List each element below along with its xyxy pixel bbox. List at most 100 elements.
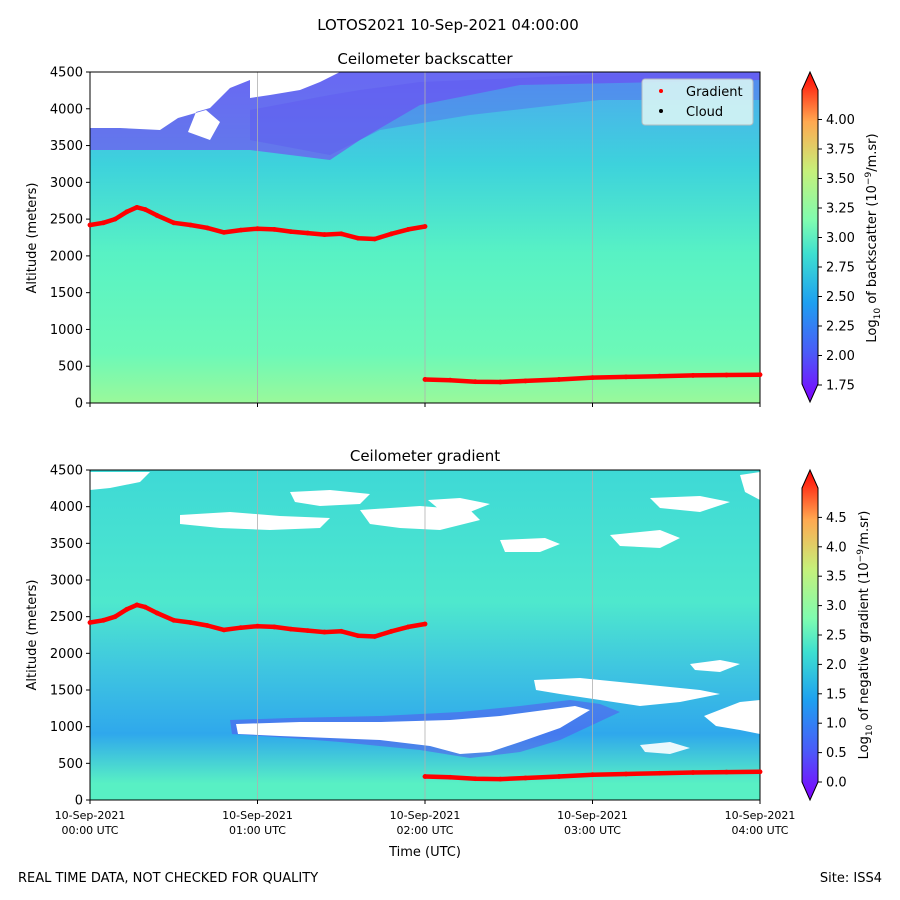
series-gradient-point-1-0 [422, 774, 428, 779]
series-gradient-point-0-10 [221, 229, 227, 235]
cbtick-label-5: 2.5 [826, 629, 847, 644]
series-gradient-point-0-13 [271, 624, 277, 630]
series-gradient-point-1-4 [523, 378, 528, 384]
series-gradient-point-1-7 [623, 771, 629, 777]
cbtick-label-0: 0.0 [826, 776, 847, 791]
cbtick-label-6: 3.25 [826, 202, 855, 217]
panel1-series [87, 204, 763, 385]
series-gradient-point-0-15 [305, 628, 311, 633]
series-gradient-point-0-1 [101, 617, 106, 623]
ytick-label-8: 4000 [50, 102, 83, 117]
series-gradient-line-1 [422, 372, 763, 385]
series-gradient-point-0-8 [188, 620, 193, 625]
series-gradient-point-0-4 [134, 602, 140, 608]
series-gradient-point-0-19 [372, 634, 378, 639]
series-gradient-point-1-3 [497, 776, 503, 782]
series-gradient-point-0-6 [154, 213, 160, 218]
series-gradient-point-0-18 [355, 633, 361, 639]
series-gradient-point-0-12 [255, 623, 260, 629]
panel1-x-axis [89, 403, 761, 407]
series-gradient-point-0-9 [204, 225, 210, 231]
series-gradient-line-1 [422, 769, 763, 782]
xtick-label-time-3: 03:00 UTC [564, 824, 621, 837]
figure-title: LOTOS2021 10-Sep-2021 04:00:00 [317, 16, 579, 34]
legend-gradient-label: Gradient [686, 85, 743, 100]
legend-cloud-marker [659, 109, 663, 113]
series-gradient-point-0-10 [221, 627, 227, 633]
cbtick-label-8: 3.75 [826, 143, 855, 158]
cbtick-label-2: 1.0 [826, 717, 847, 732]
series-gradient-point-0-21 [405, 227, 411, 232]
xtick-label-time-4: 04:00 UTC [731, 824, 788, 837]
series-gradient-point-0-21 [405, 624, 411, 630]
xtick-label-date-1: 10-Sep-2021 [222, 809, 293, 822]
cbtick-label-1: 2.00 [826, 349, 855, 364]
ytick-label-3: 1500 [50, 286, 83, 301]
series-gradient-point-1-3 [497, 379, 503, 385]
series-gradient-point-0-8 [188, 222, 193, 228]
series-gradient-point-0-14 [288, 229, 294, 235]
cbtick-label-7: 3.50 [826, 172, 855, 187]
panel1-title: Ceilometer backscatter [337, 50, 513, 68]
panel2-x-gridlines [257, 470, 593, 800]
series-gradient-point-1-1 [447, 774, 453, 780]
panel2-ylabel: Altitude (meters) [25, 580, 40, 691]
panel1-y-axis: 0 500 1000 1500 2000 2500 3000 3500 4000 4500 [50, 66, 90, 412]
series-gradient-point-0-15 [305, 230, 311, 236]
ytick-label-3: 1500 [50, 684, 83, 699]
ytick-label-9: 4500 [50, 66, 83, 81]
colorbar2: 0.0 0.5 1.0 1.5 2.0 2.5 3.0 3.5 4.0 4.5 Log10 of … [801, 468, 875, 802]
series-gradient-point-0-1 [101, 220, 106, 226]
panel2-y-axis: 0 500 1000 1500 2000 2500 3000 3500 4000 4500 [50, 464, 90, 809]
series-gradient-point-0-0 [87, 620, 93, 625]
ytick-label-6: 3000 [50, 176, 83, 191]
series-gradient-point-1-4 [523, 775, 528, 781]
ytick-label-6: 3000 [50, 574, 83, 589]
series-gradient-point-0-11 [238, 227, 244, 233]
xtick-label-date-4: 10-Sep-2021 [725, 809, 796, 822]
xtick-label-time-2: 02:00 UTC [396, 824, 453, 837]
series-gradient-point-0-20 [389, 231, 394, 237]
ytick-label-4: 2000 [50, 249, 83, 264]
cbtick-label-3: 2.50 [826, 290, 855, 305]
xtick-label-date-0: 10-Sep-2021 [55, 809, 126, 822]
ytick-label-4: 2000 [50, 647, 83, 662]
series-gradient-point-0-22 [422, 224, 428, 229]
series-gradient-point-1-5 [556, 774, 562, 779]
ytick-label-7: 3500 [50, 537, 83, 552]
panel2-x-axis: 10-Sep-2021 00:00 UTC 10-Sep-2021 01:00 UTC… [55, 800, 796, 837]
cbtick-label-4: 2.75 [826, 261, 855, 276]
series-gradient-point-1-5 [556, 377, 562, 382]
series-gradient-point-0-17 [338, 231, 344, 237]
cbtick-label-6: 3.0 [826, 599, 847, 614]
series-gradient-point-1-8 [657, 770, 662, 776]
colorbar1-label: Log10 of backscatter (10−9/m.sr) [864, 133, 883, 342]
series-gradient-point-1-10 [724, 769, 729, 775]
series-gradient-point-0-22 [422, 621, 428, 627]
legend-cloud-label: Cloud [686, 105, 723, 120]
ytick-label-5: 2500 [50, 213, 83, 228]
ytick-label-7: 3500 [50, 139, 83, 154]
series-gradient-point-1-2 [472, 379, 478, 385]
series-gradient-point-1-1 [447, 377, 453, 383]
series-gradient-point-0-11 [238, 625, 244, 631]
xtick-label-date-3: 10-Sep-2021 [557, 809, 628, 822]
series-gradient-point-0-12 [255, 226, 260, 232]
series-gradient-point-0-13 [271, 227, 277, 232]
panel2-title: Ceilometer gradient [350, 447, 500, 465]
series-gradient-point-1-0 [422, 377, 428, 382]
ytick-label-1: 500 [58, 757, 83, 772]
ytick-label-9: 4500 [50, 464, 83, 479]
cbtick-label-5: 3.00 [826, 231, 855, 246]
colorbar1: 1.75 2.00 2.25 2.50 2.75 3.00 3.25 3.50 3.75 4.00… [801, 70, 883, 404]
series-gradient-point-0-5 [142, 604, 148, 610]
cbtick-label-0: 1.75 [826, 379, 855, 394]
legend-gradient-marker [659, 89, 663, 93]
series-gradient-point-0-7 [171, 617, 177, 623]
series-gradient-point-0-18 [355, 235, 361, 241]
series-gradient-point-1-6 [590, 375, 595, 381]
series-gradient-point-0-3 [124, 606, 130, 612]
xtick-label-time-0: 00:00 UTC [61, 824, 118, 837]
series-gradient-point-1-2 [472, 776, 478, 782]
series-gradient-point-0-7 [171, 220, 177, 226]
